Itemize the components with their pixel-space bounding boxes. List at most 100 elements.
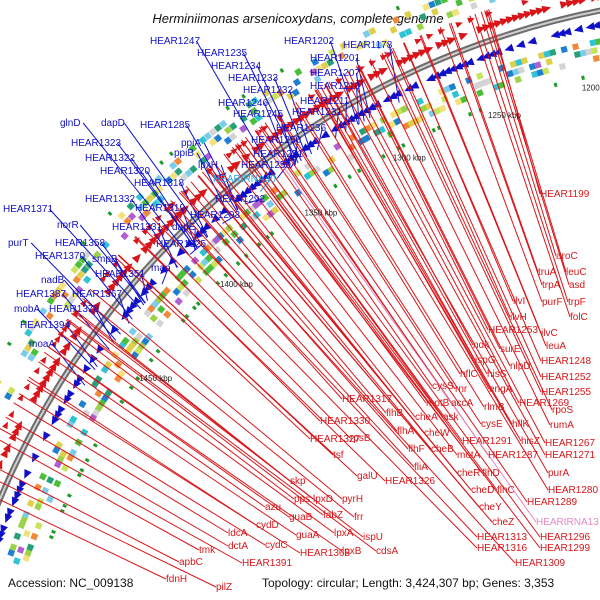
gene-label-guaB[interactable]: guaB [289,512,313,523]
gene-label-cheZ[interactable]: cheZ [492,517,514,528]
gene-label-truA[interactable]: truA [538,267,557,278]
gene-label-pps[interactable]: pps [294,494,310,505]
gene-label-purT[interactable]: purT [8,238,29,249]
gene-label-cheB[interactable]: cheB [431,444,454,455]
gene-label-HEAR1370[interactable]: HEAR1370 [35,251,85,262]
gene-label-HEAR1280[interactable]: HEAR1280 [548,485,598,496]
gene-label-HEAR1236[interactable]: HEAR1236 [276,123,326,134]
gene-label-HEAR1211[interactable]: HEAR1211 [300,96,350,107]
gene-label-leuC[interactable]: leuC [566,267,587,278]
gene-label-cydD[interactable]: cydD [256,520,279,531]
gene-label-HEAR1233[interactable]: HEAR1233 [228,73,278,84]
gene-label-fliA[interactable]: fliA [414,462,428,473]
gene-label-rlmB[interactable]: rlmB [484,402,505,413]
gene-label-mobA[interactable]: mobA [14,304,40,315]
gene-label-cydC[interactable]: cydC [265,540,288,551]
gene-label-HEAR1231[interactable]: HEAR1231 [292,107,342,118]
gene-label-HEAR1331[interactable]: HEAR1331 [112,222,162,233]
gene-label-lpxD[interactable]: lpxD [313,494,333,505]
gene-label-flhA[interactable]: flhA [397,426,415,437]
gene-label-HEAR1371[interactable]: HEAR1371 [3,204,53,215]
gene-label-nadB[interactable]: nadB [41,275,65,286]
gene-label-pyrH[interactable]: pyrH [342,494,363,505]
gene-label-lpxA[interactable]: lpxA [334,528,354,539]
gene-label-HEAR1199[interactable]: HEAR1199 [540,189,590,200]
gene-label-ispU[interactable]: ispU [363,532,383,543]
gene-label-HEAR1201[interactable]: HEAR1201 [310,53,360,64]
gene-label-HEAR1271[interactable]: HEAR1271 [545,450,595,461]
gene-label-HEAR1368[interactable]: HEAR1368 [300,548,350,559]
gene-label-galU[interactable]: galU [357,471,378,482]
gene-label-HEAR1289[interactable]: HEAR1289 [527,497,577,508]
gene-label-guaA[interactable]: guaA [296,530,320,541]
gene-label-apbC[interactable]: apbC [179,557,203,568]
gene-label-nlpD[interactable]: nlpD [510,361,531,372]
gene-label-HEAR1252[interactable]: HEAR1252 [541,372,591,383]
gene-label-dctA[interactable]: dctA [228,541,248,552]
gene-label-tmk[interactable]: tmk [199,545,216,556]
gene-label-HEAR1207[interactable]: HEAR1207 [310,68,360,79]
gene-label-motB[interactable]: motB [426,398,450,409]
gene-label-rpsB[interactable]: rpsB [350,433,371,444]
gene-label-cheW[interactable]: cheW [424,428,450,439]
gene-label-trpF[interactable]: trpF [568,297,586,308]
gene-label-smpB[interactable]: smpB [92,254,118,265]
gene-label-trpA[interactable]: trpA [542,280,561,291]
gene-label-HEAR1232[interactable]: HEAR1232 [243,85,293,96]
gene-label-lpxB[interactable]: lpxB [342,546,362,557]
gene-label-HEAR1269[interactable]: HEAR1269 [519,398,569,409]
gene-label-HEAR1309[interactable]: HEAR1309 [515,558,565,569]
gene-label-HEAR1326[interactable]: HEAR1326 [385,476,435,487]
gene-label-HEAR1313[interactable]: HEAR1313 [477,532,527,543]
gene-label-pilZ[interactable]: pilZ [216,582,232,593]
gene-label-HEAR1253[interactable]: HEAR1253 [488,325,538,336]
gene-label-cysS[interactable]: cysS [432,381,454,392]
gene-label-HEAR1293[interactable]: HEAR1293 [190,210,240,221]
gene-label-HEARtRNA40[interactable]: HEARtRNA40 [213,174,276,185]
gene-label-moaA[interactable]: moaA [29,339,55,350]
gene-label-hflK[interactable]: hflK [512,419,530,430]
gene-label-HEAR1351[interactable]: HEAR1351 [95,269,145,280]
gene-label-HEAR1255[interactable]: HEAR1255 [541,387,591,398]
gene-label-cheA[interactable]: cheA [415,412,438,423]
gene-label-ilvI[interactable]: ilvI [513,296,525,307]
gene-label-HEAR1319[interactable]: HEAR1319 [135,203,185,214]
gene-label-HEARtRNA13[interactable]: HEARtRNA13 [536,517,599,528]
gene-label-HEAR1394[interactable]: HEAR1394 [20,320,70,331]
gene-label-ndk[interactable]: ndk [473,340,490,351]
gene-label-map[interactable]: map [151,263,171,274]
gene-label-motA[interactable]: motA [457,450,481,461]
gene-label-skp[interactable]: skp [290,476,306,487]
gene-label-HEAR1234[interactable]: HEAR1234 [211,61,261,72]
gene-label-HEAR1332[interactable]: HEAR1332 [85,194,135,205]
gene-label-HEAR1202[interactable]: HEAR1202 [284,36,334,47]
gene-label-flhB[interactable]: flhB [386,408,404,419]
gene-label-HEAR1391[interactable]: HEAR1391 [242,558,292,569]
gene-label-hisZ[interactable]: hisZ [521,436,540,447]
gene-label-HEAR1299[interactable]: HEAR1299 [540,543,590,554]
gene-label-frr[interactable]: frr [354,512,364,523]
gene-label-cheY[interactable]: cheY [479,502,502,513]
gene-label-dapD[interactable]: dapD [101,118,125,129]
gene-label-ppiA[interactable]: ppiA [181,138,201,149]
gene-label-HEAR1378[interactable]: HEAR1378 [49,304,99,315]
gene-label-lpxH[interactable]: lpxH [198,160,218,171]
gene-label-HEAR1178[interactable]: HEAR1178 [343,40,393,51]
gene-label-HEAR1325[interactable]: HEAR1325 [156,239,206,250]
gene-label-HEAR1323[interactable]: HEAR1323 [71,138,121,149]
gene-label-HEAR1296[interactable]: HEAR1296 [540,532,590,543]
gene-label-HEAR1248[interactable]: HEAR1248 [541,356,591,367]
gene-label-aroC[interactable]: aroC [556,251,578,262]
gene-label-leuA[interactable]: leuA [546,341,566,352]
gene-label-HEAR1251[interactable]: HEAR1251 [253,149,303,160]
gene-label-azu[interactable]: azu [265,502,281,513]
gene-label-HEAR1387[interactable]: HEAR1387 [16,289,66,300]
gene-label-HEAR1317[interactable]: HEAR1317 [342,394,392,405]
gene-label-dapE[interactable]: dapE [172,222,196,233]
gene-label-rnr[interactable]: rnr [455,384,468,395]
gene-label-cheD[interactable]: cheD [471,485,494,496]
gene-label-purF[interactable]: purF [542,297,563,308]
gene-label-folC[interactable]: folC [570,312,588,323]
gene-label-HEAR1285[interactable]: HEAR1285 [140,120,190,131]
gene-label-hflC[interactable]: hflC [460,369,478,380]
